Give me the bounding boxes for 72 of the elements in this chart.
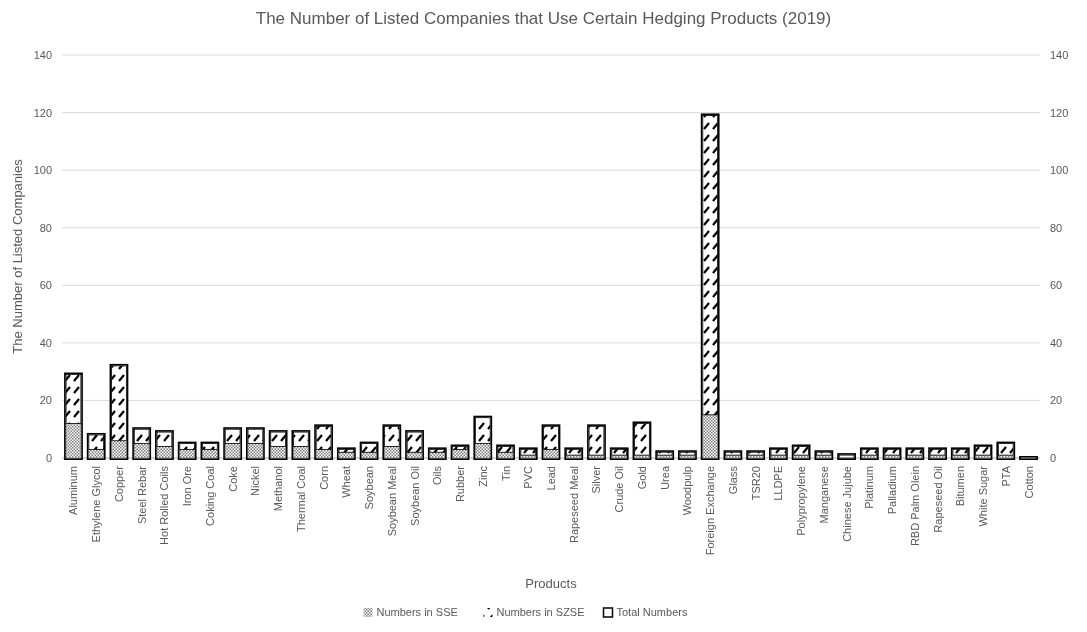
- y-tick-label: 20: [39, 394, 52, 407]
- y-tick-label: 140: [33, 49, 52, 61]
- y-tick-label: 80: [39, 221, 52, 234]
- x-tick-label: LLDPE: [772, 466, 785, 501]
- x-tick-label: Coking Coal: [203, 466, 216, 526]
- y-tick-label: 60: [39, 279, 52, 292]
- bar: [111, 440, 127, 459]
- x-tick-label: Rubber: [454, 465, 467, 503]
- x-tick-label: Nickel: [249, 466, 262, 496]
- x-tick-label: Tin: [499, 466, 512, 481]
- legend-label: Numbers in SSE: [376, 606, 458, 618]
- y2-tick-label: 100: [1050, 164, 1069, 177]
- x-tick-label: Copper: [112, 465, 125, 503]
- x-tick-label: Ethylene Glycol: [90, 466, 103, 543]
- bar: [65, 423, 82, 459]
- y-tick-label: 100: [33, 164, 52, 177]
- x-tick-label: Steel Rebar: [135, 465, 148, 525]
- x-tick-label: Iron Ore: [181, 466, 194, 507]
- bar: [384, 446, 400, 459]
- y-axis-title: The Number of Listed Companies: [10, 158, 25, 354]
- y-tick-label: 0: [45, 452, 52, 464]
- x-tick-label: Wheat: [340, 466, 353, 498]
- x-tick-label: Aluminum: [67, 466, 80, 515]
- x-tick-label: Gold: [635, 466, 648, 490]
- legend-label: Total Numbers: [616, 606, 688, 618]
- x-tick-label: Hot Rolled Coils: [158, 465, 171, 545]
- x-tick-label: Silver: [590, 465, 603, 494]
- x-tick-label: RBD Palm Olein: [908, 466, 921, 547]
- x-tick-label: Palladium: [886, 466, 899, 515]
- bar: [474, 443, 491, 459]
- x-tick-label: Bitumen: [954, 466, 967, 507]
- x-tick-label: Woodpulp: [681, 466, 694, 516]
- x-tick-label: Crude Oil: [613, 466, 626, 513]
- x-tick-label: Oils: [431, 465, 444, 485]
- bar: [270, 446, 286, 459]
- x-tick-label: PTA: [999, 465, 1012, 487]
- x-tick-label: PVC: [522, 465, 535, 489]
- y2-tick-label: 60: [1050, 279, 1063, 292]
- x-tick-label: Rapeseed Oil: [931, 466, 944, 533]
- x-tick-label: TSR20: [749, 466, 762, 501]
- y2-tick-label: 140: [1050, 49, 1069, 61]
- x-tick-label: Soybean Oil: [408, 466, 421, 526]
- x-tick-label: Methanol: [272, 466, 285, 512]
- bar: [702, 414, 718, 459]
- x-tick-label: Foreign Exchange: [704, 466, 717, 556]
- chart-title: The Number of Listed Companies that Use Certain Hedging Products (2019): [255, 9, 832, 28]
- y2-tick-label: 120: [1050, 106, 1069, 119]
- x-tick-label: Glass: [726, 465, 739, 495]
- x-tick-label: Cotton: [1022, 466, 1035, 499]
- legend-label: Numbers in SZSE: [496, 606, 585, 618]
- y-tick-label: 120: [33, 106, 52, 119]
- x-tick-label: Soybean Meal: [385, 466, 398, 537]
- x-tick-label: Soybean: [363, 466, 376, 510]
- y2-tick-label: 20: [1050, 394, 1063, 407]
- x-tick-label: Zinc: [476, 465, 489, 487]
- y2-tick-label: 0: [1050, 452, 1057, 464]
- x-tick-label: Thermal Coal: [294, 466, 307, 533]
- bar: [293, 446, 309, 459]
- x-tick-label: Polypropylene: [795, 466, 808, 536]
- y-tick-label: 40: [39, 336, 52, 349]
- x-tick-label: Rapeseed Meal: [567, 466, 580, 544]
- y2-tick-label: 40: [1050, 336, 1063, 349]
- x-tick-label: Platinum: [863, 466, 876, 509]
- x-tick-label: Manganese: [817, 466, 830, 524]
- x-tick-label: Coke: [226, 466, 239, 492]
- x-tick-label: White Sugar: [977, 465, 990, 527]
- y2-tick-label: 80: [1050, 221, 1063, 234]
- x-tick-label: Chinese Jujube: [840, 466, 853, 542]
- x-axis-title: Products: [525, 576, 578, 591]
- x-tick-label: Lead: [545, 466, 557, 491]
- x-tick-label: Corn: [317, 466, 330, 490]
- x-tick-label: Urea: [658, 465, 671, 490]
